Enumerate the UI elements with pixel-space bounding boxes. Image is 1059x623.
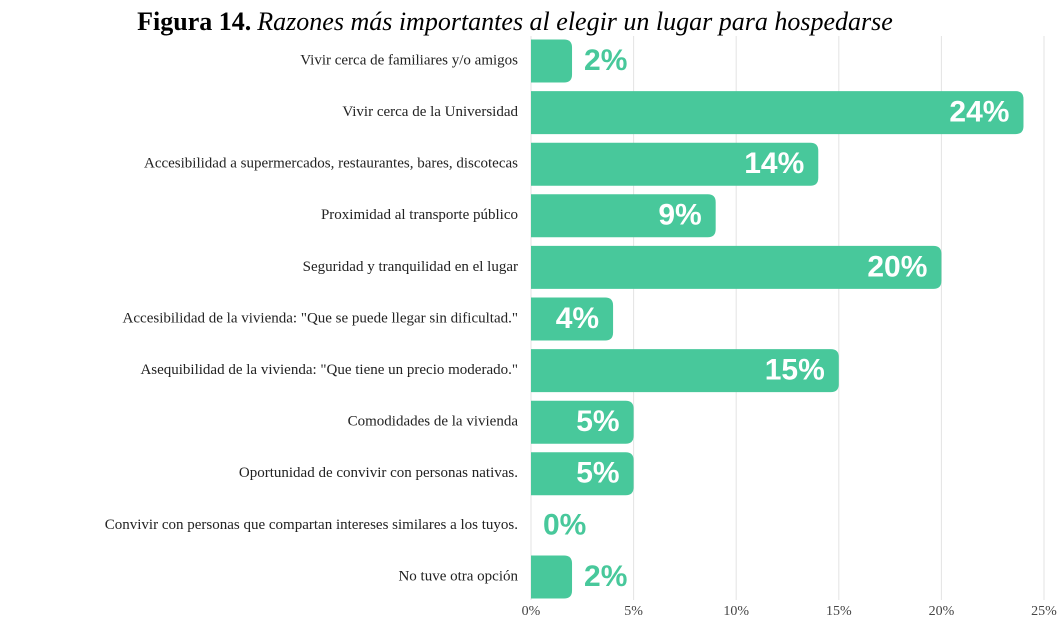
bar [531, 142, 819, 186]
y-tick-label: Vivir cerca de la Universidad [342, 104, 518, 120]
chart-title: Figura 14. Razones más importantes al ele… [137, 7, 893, 36]
y-tick-label: Vivir cerca de familiares y/o amigos [300, 52, 518, 68]
value-label: 15% [765, 354, 825, 387]
value-label: 4% [556, 302, 599, 335]
value-label: 20% [867, 250, 927, 283]
figure-label: Figura 14. [137, 7, 251, 36]
bar [531, 194, 716, 238]
x-tick-label: 15% [826, 604, 852, 619]
bar [531, 91, 1024, 135]
value-label: 24% [949, 96, 1009, 129]
y-tick-label: Accesibilidad a supermercados, restauran… [144, 156, 518, 172]
bar [531, 39, 573, 83]
bar [531, 349, 839, 393]
value-label: 5% [576, 405, 619, 438]
x-tick-label: 10% [723, 604, 749, 619]
y-tick-label: Asequibilidad de la vivienda: "Que tiene… [140, 362, 518, 378]
value-label: 14% [744, 147, 804, 180]
y-tick-label: Accesibilidad de la vivienda: "Que se pu… [123, 310, 518, 326]
value-label: 5% [576, 457, 619, 490]
bar [531, 452, 634, 496]
y-tick-label: Oportunidad de convivir con personas nat… [239, 465, 518, 481]
x-tick-label: 5% [624, 604, 643, 619]
value-label: 2% [584, 44, 627, 77]
bar [531, 245, 942, 289]
y-tick-label: No tuve otra opción [398, 568, 518, 584]
y-tick-label: Comodidades de la vivienda [348, 414, 519, 430]
value-label: 0% [543, 508, 586, 541]
bar [531, 297, 614, 341]
title-text: Razones más importantes al elegir un lug… [256, 7, 893, 36]
x-tick-label: 25% [1031, 604, 1057, 619]
bar [531, 400, 634, 444]
x-tick-label: 20% [929, 604, 955, 619]
bar [531, 555, 573, 599]
y-tick-label: Seguridad y tranquilidad en el lugar [303, 259, 518, 275]
y-tick-label: Convivir con personas que compartan inte… [105, 517, 518, 533]
value-label: 9% [658, 199, 701, 232]
y-tick-label: Proximidad al transporte público [321, 207, 518, 223]
value-label: 2% [584, 560, 627, 593]
x-tick-label: 0% [522, 604, 541, 619]
